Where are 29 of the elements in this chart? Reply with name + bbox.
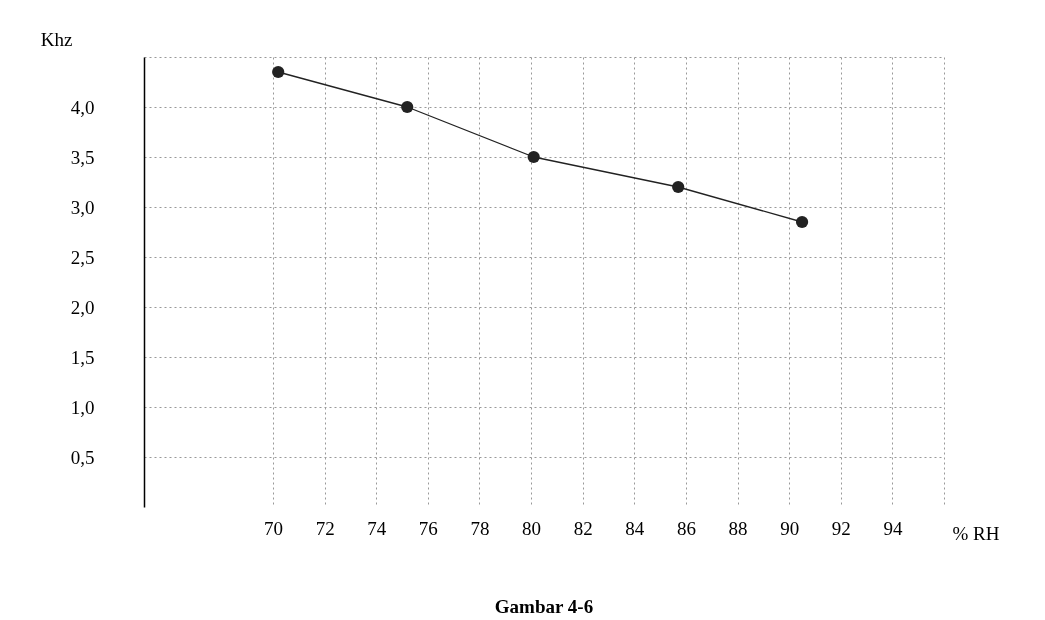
x-tick-label: 70 [264, 517, 284, 539]
point [527, 150, 540, 164]
y-tick-label: 0,5 [70, 446, 95, 468]
x-tick-label: 76 [418, 517, 438, 539]
x-tick-label: 72 [315, 517, 335, 539]
y-tick-label: 1,5 [70, 346, 95, 368]
x-tick-label: 92 [831, 517, 851, 539]
x-tick-label: 78 [470, 517, 490, 539]
y-tick-label: 3,5 [70, 146, 95, 168]
point [401, 100, 414, 114]
y-tick-label: 1,0 [70, 396, 95, 418]
y-tick-label: 2,5 [70, 246, 95, 268]
x-tick-label: 74 [367, 517, 387, 539]
y-tick-label: 3,0 [70, 196, 95, 218]
point [272, 65, 285, 79]
x-axis-title: % RH [952, 522, 1000, 544]
x-tick-label: 90 [780, 517, 800, 539]
x-tick-label: 88 [728, 517, 748, 539]
x-tick-label: 86 [676, 517, 696, 539]
y-tick-label: 2,0 [70, 296, 95, 318]
x-tick-label: 94 [883, 517, 903, 539]
x-tick-label: 80 [522, 517, 542, 539]
text: Gambar 4-6 [494, 596, 594, 617]
y-tick-label: 4,0 [70, 96, 95, 118]
point [795, 215, 809, 229]
x-tick-label: 82 [573, 517, 593, 539]
y-axis-title: Khz [40, 28, 73, 50]
point [672, 180, 685, 194]
x-tick-label: 84 [625, 517, 645, 539]
